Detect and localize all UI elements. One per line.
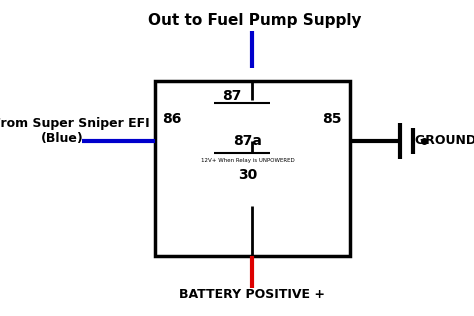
Text: 30: 30 <box>238 168 258 182</box>
Text: In From Super Sniper EFI
(Blue): In From Super Sniper EFI (Blue) <box>0 117 149 145</box>
Text: BATTERY POSITIVE +: BATTERY POSITIVE + <box>179 288 325 301</box>
Text: 86: 86 <box>162 112 182 126</box>
Text: Out to Fuel Pump Supply: Out to Fuel Pump Supply <box>148 14 362 28</box>
Text: 87a: 87a <box>234 134 263 148</box>
Text: 85: 85 <box>322 112 342 126</box>
Text: 87: 87 <box>222 89 242 103</box>
Text: 12V+ When Relay is UNPOWERED: 12V+ When Relay is UNPOWERED <box>201 158 295 163</box>
Text: GROUND -: GROUND - <box>415 135 474 148</box>
Bar <box>155 81 350 256</box>
